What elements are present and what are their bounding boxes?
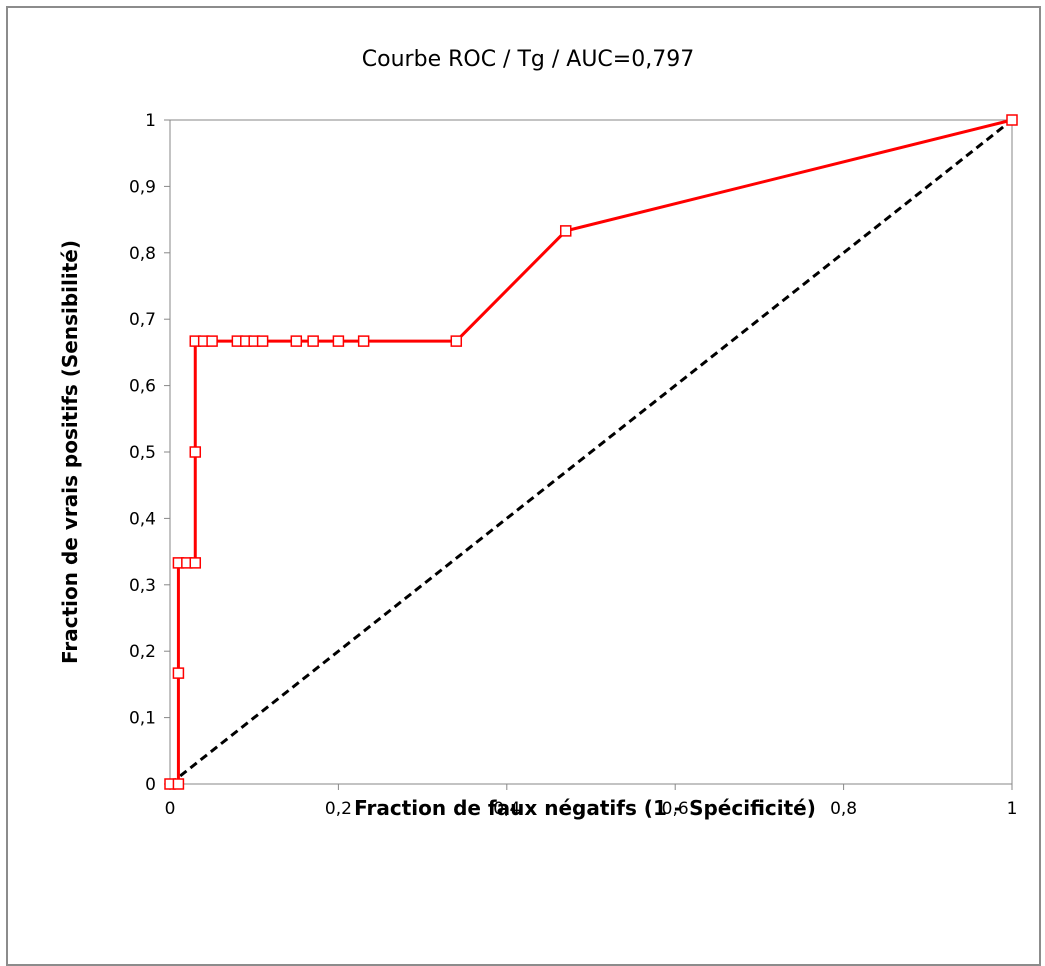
chart-title: Courbe ROC / Tg / AUC=0,797: [362, 47, 694, 72]
roc-point-marker: [189, 446, 202, 458]
x-tick-label: 0,6: [662, 799, 689, 819]
x-tick-label: 0,2: [325, 799, 352, 819]
x-tick-label: 0,8: [830, 799, 857, 819]
chart-frame: [6, 6, 1041, 966]
roc-point-marker: [189, 557, 202, 569]
roc-point-marker: [172, 778, 185, 790]
y-tick-label: 0,4: [129, 509, 156, 529]
y-tick-label: 0: [145, 775, 156, 795]
y-tick-label: 0,2: [129, 642, 156, 662]
y-tick-label: 0,5: [129, 443, 156, 463]
y-tick-label: 0,1: [129, 709, 156, 729]
roc-point-marker: [172, 667, 185, 679]
y-axis-label: Fraction de vrais positifs (Sensibilité): [58, 240, 82, 664]
y-tick-label: 0,9: [129, 177, 156, 197]
x-tick-label: 0,4: [493, 799, 520, 819]
roc-point-marker: [357, 335, 370, 347]
roc-point-marker: [1006, 114, 1018, 126]
series-layer: [164, 114, 1018, 790]
y-axis-ticks: 0 0,1 0,2 0,3 0,4 0,5 0,6 0,7 0,8 0,9 1: [129, 111, 170, 795]
reference-diagonal-line: [169, 118, 1013, 786]
roc-point-marker: [290, 335, 303, 347]
x-tick-label: 1: [1007, 799, 1018, 819]
y-tick-label: 0,8: [129, 244, 156, 264]
x-tick-label: 0: [165, 799, 176, 819]
y-tick-label: 0,7: [129, 310, 156, 330]
roc-point-marker: [206, 335, 218, 347]
roc-point-marker: [332, 335, 345, 347]
roc-point-marker: [450, 335, 463, 347]
y-tick-label: 0,3: [129, 576, 156, 596]
roc-point-marker: [307, 335, 319, 347]
y-tick-label: 0,6: [129, 377, 156, 397]
x-axis-ticks: 0 0,2 0,4 0,6 0,8 1: [165, 784, 1018, 819]
roc-point-marker: [559, 225, 572, 237]
roc-point-marker: [256, 335, 269, 347]
y-tick-label: 1: [145, 111, 156, 131]
x-axis-label: Fraction de faux négatifs (1 - Spécifici…: [354, 796, 816, 820]
